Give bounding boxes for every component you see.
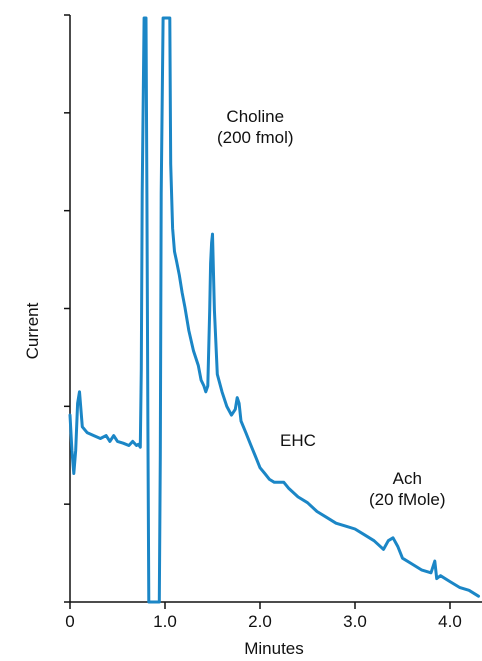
series-line	[68, 16, 480, 604]
peak-annotation: (20 fMole)	[368, 489, 446, 509]
y-axis-label: Current	[23, 302, 42, 360]
peak-annotation: Choline	[226, 107, 285, 127]
x-tick-label: 3.0	[343, 612, 367, 631]
x-tick-label: 4.0	[438, 612, 462, 631]
x-tick-label: 2.0	[248, 612, 272, 631]
trace-group	[68, 16, 480, 604]
x-tick-label: 0	[65, 612, 75, 631]
peak-annotation: EHC	[280, 431, 316, 451]
axes	[64, 14, 482, 609]
x-tick-label: 1.0	[153, 612, 177, 631]
peak-annotation: (200 fmol)	[216, 127, 294, 147]
x-axis-label: Minutes	[244, 639, 304, 658]
peak-annotation: Ach	[392, 469, 422, 489]
